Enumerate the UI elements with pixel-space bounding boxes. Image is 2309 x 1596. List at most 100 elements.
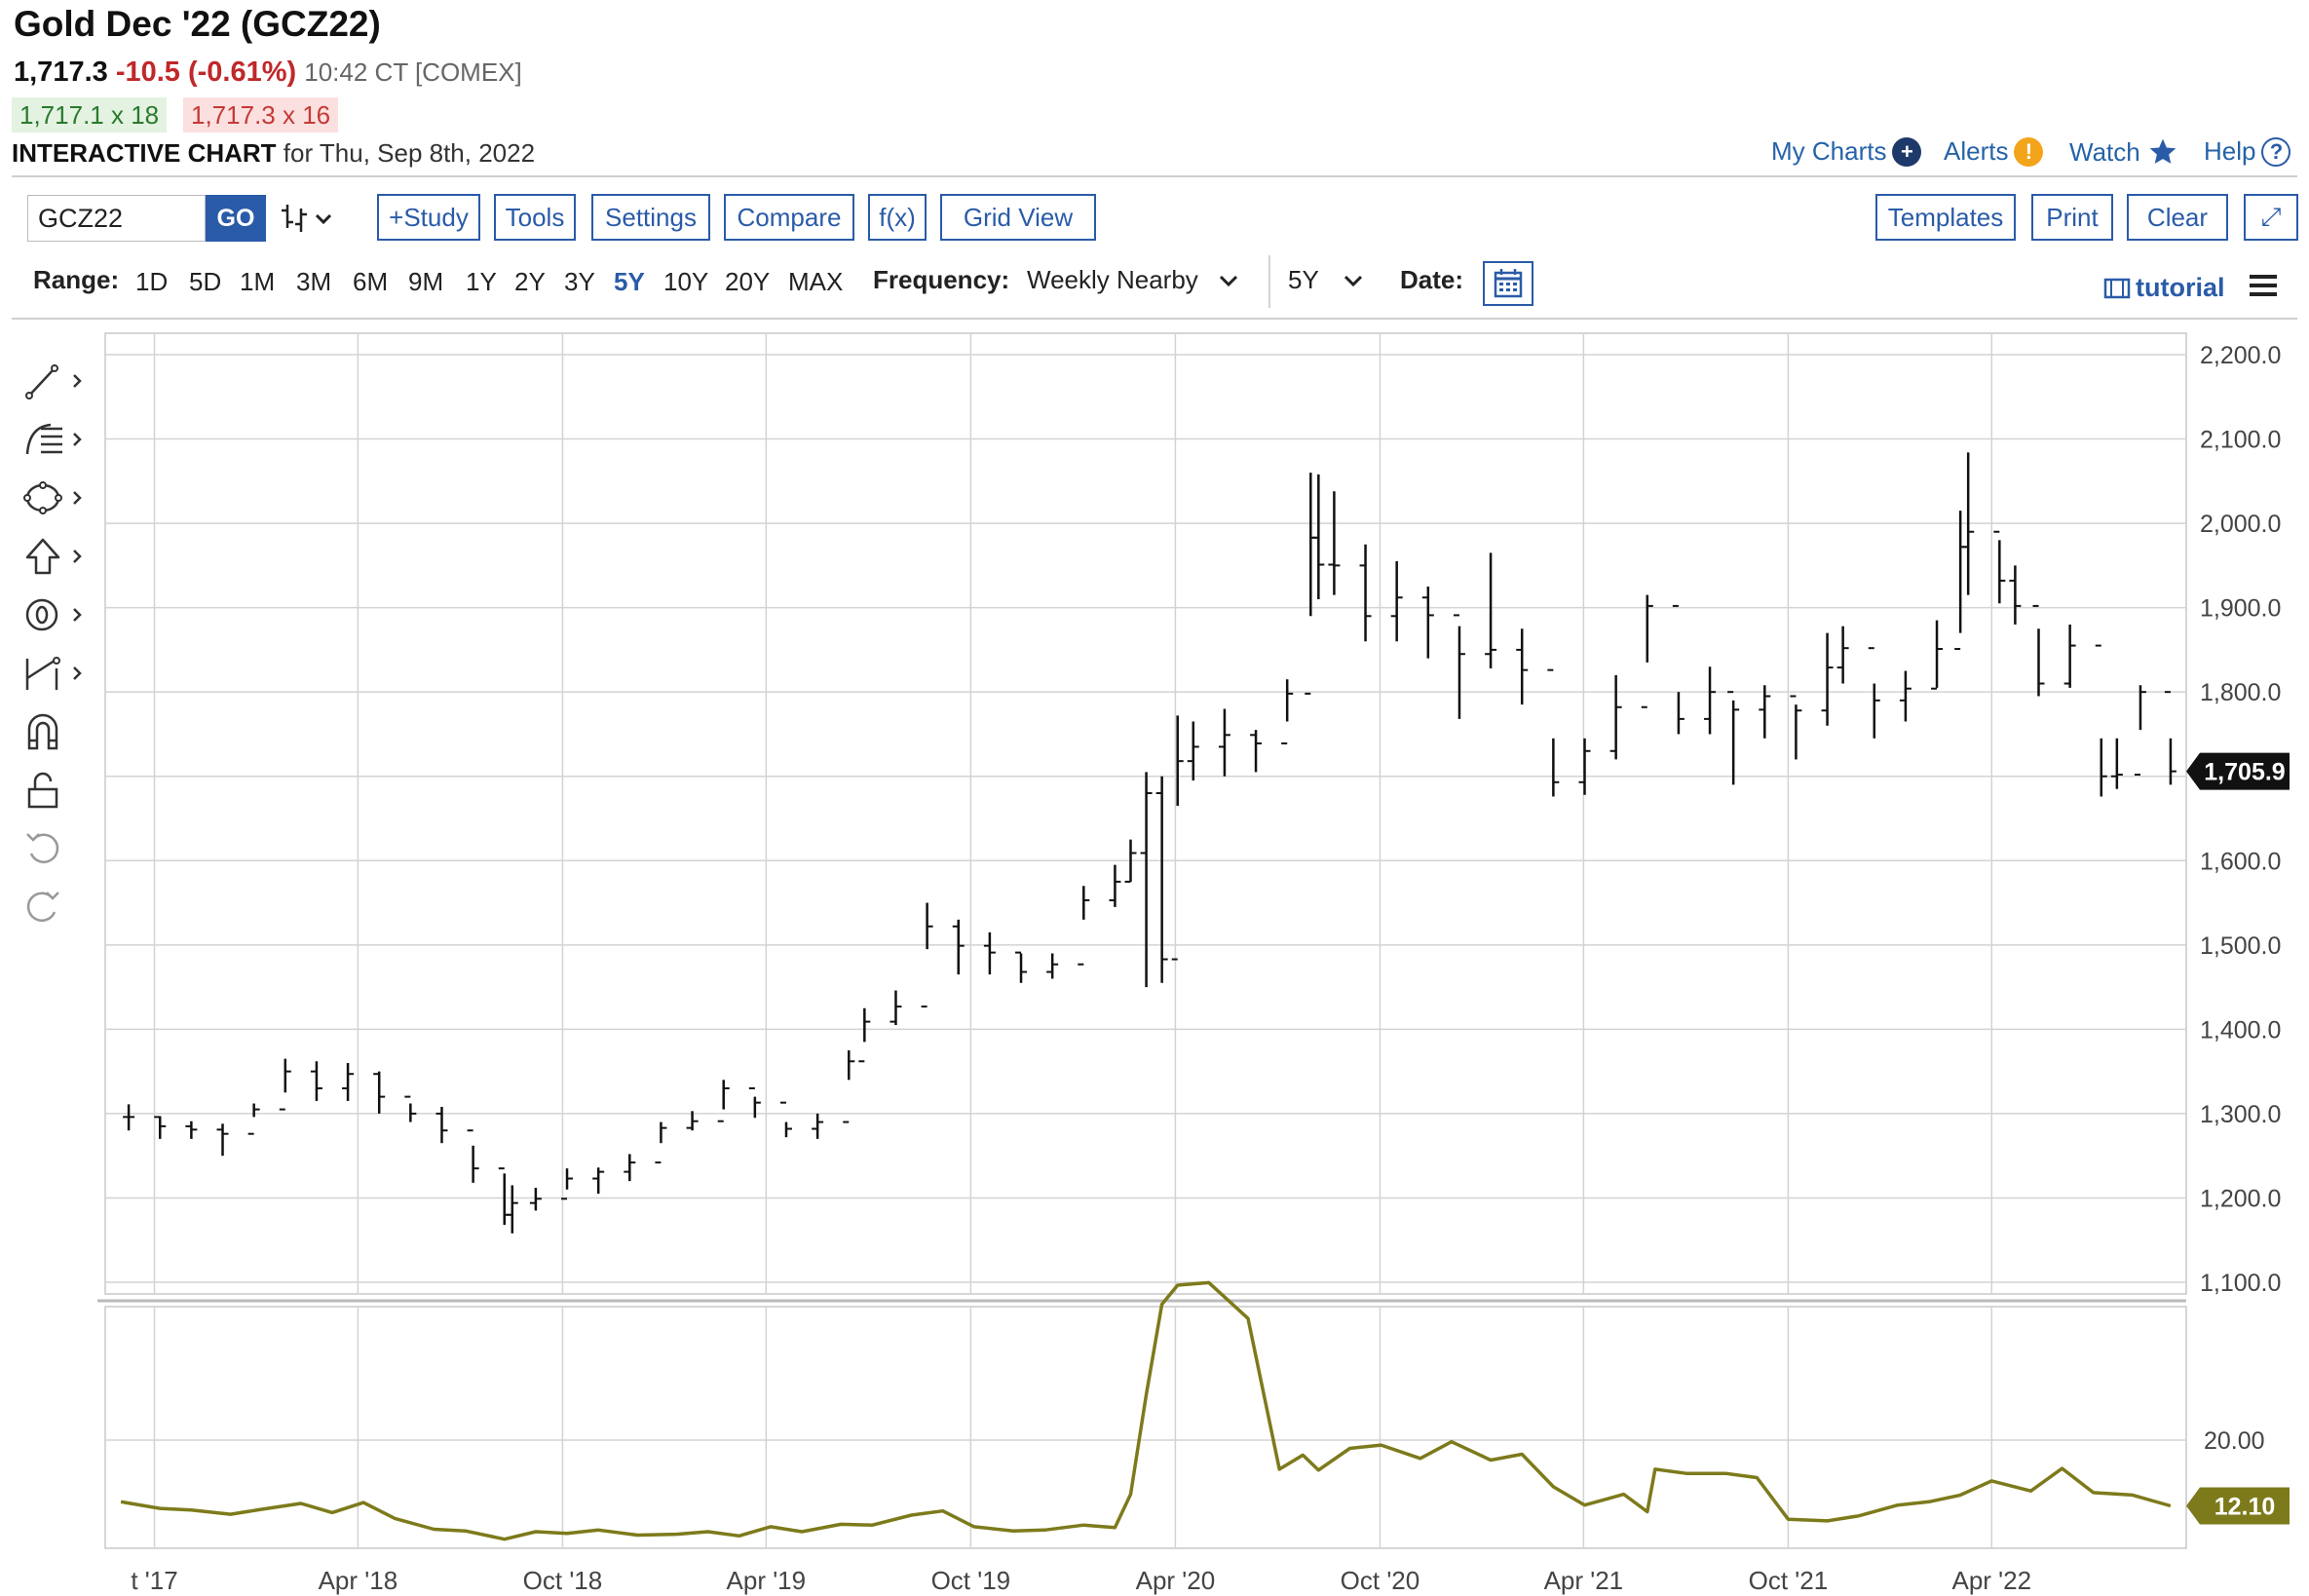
indicator-last-value-flag-shape	[2186, 1487, 2290, 1525]
lock-icon	[27, 772, 58, 809]
measure-tool[interactable]	[21, 649, 86, 698]
bar-chart-icon	[282, 205, 332, 232]
lock-tool[interactable]	[21, 766, 86, 815]
chevron-down-icon	[1219, 275, 1237, 286]
price-last-value-flag-shape	[2186, 752, 2290, 790]
y-tick-label: 1,900.0	[2200, 595, 2281, 623]
range-max[interactable]: MAX	[788, 267, 844, 296]
arrow-tool[interactable]	[21, 532, 86, 581]
chart-label-title: INTERACTIVE CHART	[12, 138, 277, 168]
y-tick-label: 2,200.0	[2200, 342, 2281, 369]
hamburger-icon[interactable]	[2248, 271, 2279, 300]
date-label: Date:	[1400, 265, 1464, 294]
range-20y[interactable]: 20Y	[725, 267, 771, 296]
my-charts-link[interactable]: My Charts +	[1771, 136, 1922, 167]
fx-button[interactable]: f(x)	[868, 194, 927, 241]
y-tick-label: 1,100.0	[2200, 1270, 2281, 1297]
plus-circle-icon: +	[1892, 136, 1922, 167]
y-tick-label: 1,500.0	[2200, 932, 2281, 960]
price-change: -10.5 (-0.61%)	[115, 57, 297, 88]
magnet-icon	[27, 713, 58, 750]
shape-tool-icon	[23, 481, 82, 514]
alerts-link[interactable]: Alerts !	[1944, 136, 2044, 167]
indicator-last-value-flag-text: 12.10	[2214, 1494, 2276, 1521]
question-circle-icon: ?	[2261, 136, 2291, 167]
arrow-tool-icon	[25, 538, 82, 575]
x-tick-label: Apr '20	[1136, 1566, 1216, 1595]
range-6m[interactable]: 6M	[353, 267, 389, 296]
range-5y[interactable]: 5Y	[614, 267, 645, 296]
quote-time: 10:42 CT [COMEX]	[304, 57, 522, 87]
grid-view-button[interactable]: Grid View	[940, 194, 1096, 241]
range-3m[interactable]: 3M	[296, 267, 332, 296]
text-tool[interactable]	[21, 590, 86, 639]
x-tick-label: Apr '19	[727, 1566, 807, 1595]
page-title: Gold Dec '22 (GCZ22)	[14, 4, 381, 44]
watch-link[interactable]: Watch	[2069, 136, 2179, 168]
chevron-down-icon	[1344, 275, 1362, 286]
price-last-value-flag: 1,705.9	[2186, 752, 2290, 790]
indicator-line	[120, 1280, 2172, 1541]
line-tool[interactable]	[21, 357, 86, 405]
fib-tool-icon	[25, 423, 82, 455]
x-tick-label: Apr '18	[319, 1566, 398, 1595]
range-1d[interactable]: 1D	[135, 267, 169, 296]
x-axis-mask	[58, 1559, 105, 1596]
chart-label-date: for Thu, Sep 8th, 2022	[283, 138, 536, 168]
ask-badge: 1,717.3 x 16	[183, 97, 339, 133]
y-tick-label: 1,400.0	[2200, 1016, 2281, 1044]
x-tick-label: Oct '19	[931, 1566, 1011, 1595]
settings-button[interactable]: Settings	[591, 194, 710, 241]
magnet-tool[interactable]	[21, 707, 86, 756]
calendar-icon	[1494, 269, 1523, 298]
x-tick-label: Oct '21	[1749, 1566, 1829, 1595]
calendar-button[interactable]	[1483, 261, 1533, 306]
compare-button[interactable]: Compare	[724, 194, 854, 241]
study-button[interactable]: +Study	[377, 194, 480, 241]
indicator-series-line	[120, 1280, 2172, 1541]
frequency-label: Frequency:	[873, 265, 1010, 294]
redo-tool[interactable]	[21, 883, 86, 931]
y-tick-label: 2,000.0	[2200, 511, 2281, 538]
text-tool-icon	[25, 598, 82, 631]
undo-tool[interactable]	[21, 824, 86, 873]
price-chart[interactable]: t '17 Apr '18 Oct '18 Apr '19 Oct '19 Apr '20…	[0, 322, 2309, 1596]
range-5d[interactable]: 5D	[189, 267, 222, 296]
go-button[interactable]: GO	[206, 195, 266, 242]
chart-grid	[97, 332, 2187, 1549]
range-1m[interactable]: 1M	[240, 267, 276, 296]
y-tick-label: 1,800.0	[2200, 679, 2281, 706]
indicator-y-tick-label: 20.00	[2204, 1427, 2265, 1455]
x-tick-label: Oct '18	[523, 1566, 603, 1595]
fib-tool[interactable]	[21, 415, 86, 464]
range-1y[interactable]: 1Y	[466, 267, 497, 296]
range-2y[interactable]: 2Y	[514, 267, 546, 296]
clear-button[interactable]: Clear	[2127, 194, 2228, 241]
period-select[interactable]: 5Y	[1288, 265, 1364, 295]
templates-button[interactable]: Templates	[1875, 194, 2016, 241]
print-button[interactable]: Print	[2031, 194, 2113, 241]
shape-tool[interactable]	[21, 474, 86, 522]
range-9m[interactable]: 9M	[408, 267, 444, 296]
range-10y[interactable]: 10Y	[663, 267, 709, 296]
tools-button[interactable]: Tools	[494, 194, 576, 241]
tutorial-link[interactable]: tutorial	[2102, 273, 2225, 303]
x-tick-label: t '17	[131, 1566, 177, 1595]
measure-tool-icon	[25, 657, 82, 690]
price-last-value-flag-text: 1,705.9	[2204, 759, 2285, 786]
my-charts-label: My Charts	[1771, 136, 1887, 166]
quote-line: 1,717.3 -10.5 (-0.61%) 10:42 CT [COMEX]	[14, 57, 522, 89]
toolbar-divider	[12, 318, 2297, 320]
price-bars	[123, 452, 2177, 1234]
symbol-input[interactable]	[27, 195, 206, 242]
y-tick-label: 1,600.0	[2200, 848, 2281, 875]
help-link[interactable]: Help ?	[2204, 136, 2291, 167]
chart-axes: t '17 Apr '18 Oct '18 Apr '19 Oct '19 Apr '20…	[58, 342, 2290, 1596]
star-icon	[2149, 138, 2177, 164]
range-label: Range:	[33, 265, 120, 294]
frequency-select[interactable]: Weekly Nearby	[1027, 265, 1239, 295]
expand-button[interactable]: ⤢	[2244, 194, 2298, 241]
chart-type-dropdown[interactable]	[278, 195, 342, 242]
tutorial-label: tutorial	[2136, 273, 2225, 302]
range-3y[interactable]: 3Y	[564, 267, 595, 296]
